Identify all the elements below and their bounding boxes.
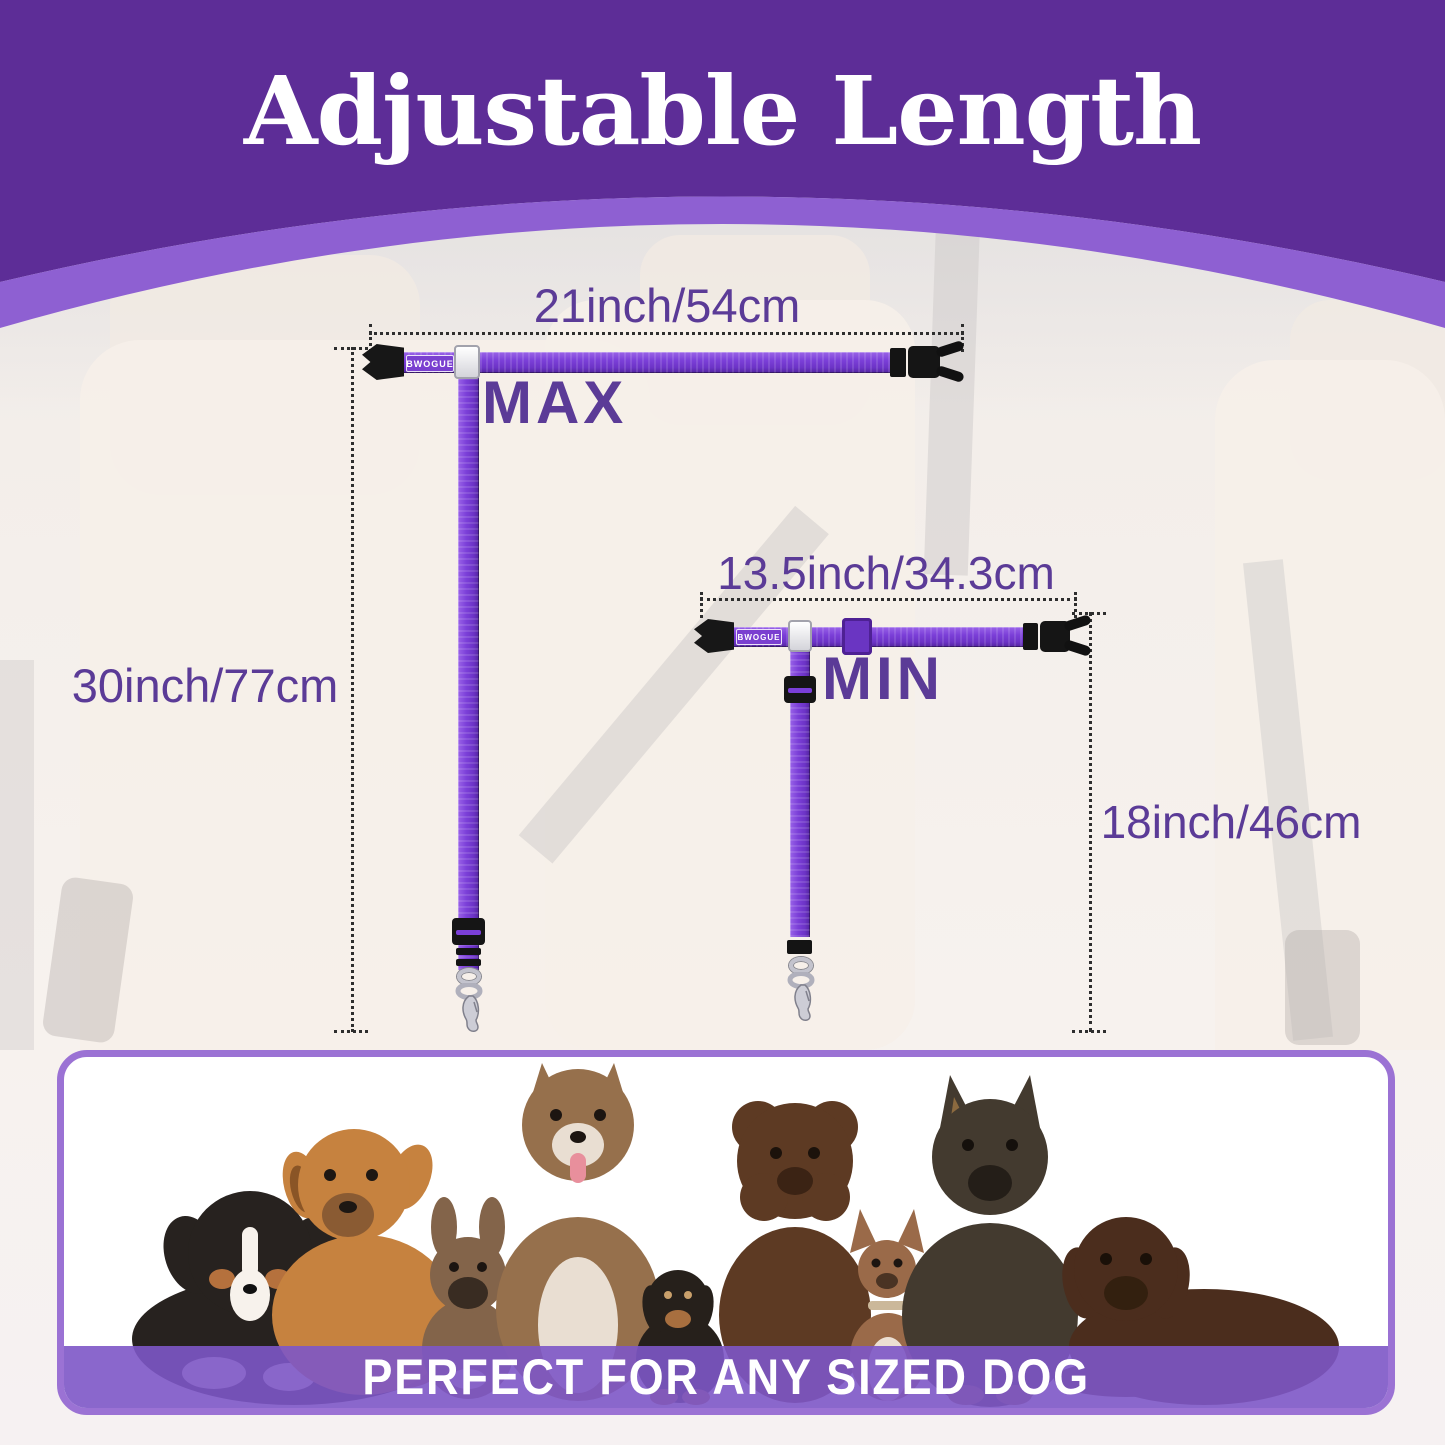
min-clasp-prong-top (1063, 614, 1092, 632)
max-height-measure-line (351, 347, 354, 1032)
min-brand-label: BWOGUE (736, 629, 782, 645)
min-purple-adjuster-icon (842, 618, 872, 655)
min-width-tick-right (1074, 592, 1077, 618)
min-height-tick-bottom (1072, 1030, 1106, 1033)
max-height-tick-top (334, 347, 368, 350)
min-right-keeper-icon (1023, 623, 1038, 650)
max-strap-adjuster-icon (452, 918, 485, 945)
max-height-label: 30inch/77cm (71, 659, 339, 712)
max-width-tick-left (369, 324, 372, 352)
banner-text: PERFECT FOR ANY SIZED DOG (362, 1349, 1090, 1405)
min-tag: MIN (822, 645, 944, 712)
min-height-tick-top (1072, 612, 1106, 615)
min-clasp-prong-bottom (1063, 639, 1092, 657)
max-right-keeper-icon (890, 348, 906, 377)
max-horizontal-strap (396, 352, 890, 373)
min-height-measure-line (1089, 612, 1092, 1032)
max-brand-label: BWOGUE (406, 355, 454, 372)
max-width-tick-right (961, 324, 964, 352)
min-width-label: 13.5inch/34.3cm (717, 547, 1055, 599)
min-width-tick-left (700, 592, 703, 618)
page-title: Adjustable Length (243, 56, 1202, 167)
max-width-measure-line (369, 332, 964, 335)
max-right-clasp-icon (908, 346, 940, 378)
max-width-label: 21inch/54cm (533, 279, 801, 332)
min-strap-adjuster-icon (784, 676, 816, 703)
bottom-banner: PERFECT FOR ANY SIZED DOG (64, 1346, 1388, 1408)
max-keeper-band-1 (456, 948, 481, 955)
min-metal-slider-icon (788, 620, 812, 652)
dogs-panel: PERFECT FOR ANY SIZED DOG (57, 1050, 1395, 1415)
car-left-seat (80, 340, 650, 1050)
max-snap-hook-icon (455, 983, 483, 1032)
max-keeper-band-2 (456, 959, 481, 966)
max-height-tick-bottom (334, 1030, 368, 1033)
header-light-arc-band (0, 196, 1445, 328)
header-dark-arch (0, 0, 1445, 282)
header-arch (0, 0, 1445, 328)
max-tag: MAX (482, 369, 628, 436)
car-seatbelt-left (0, 660, 34, 1050)
dog-mastiff-puppy (272, 1129, 456, 1395)
min-snap-hook-icon (787, 972, 815, 1021)
max-vertical-strap (458, 370, 479, 920)
min-width-measure-line (700, 598, 1077, 601)
max-metal-slider-icon (454, 345, 480, 379)
car-buckle-right (1285, 930, 1360, 1045)
car-right-seat (1215, 360, 1445, 1050)
min-keeper-band (787, 940, 812, 954)
min-vertical-strap (790, 645, 810, 937)
min-height-label: 18inch/46cm (1100, 796, 1362, 848)
